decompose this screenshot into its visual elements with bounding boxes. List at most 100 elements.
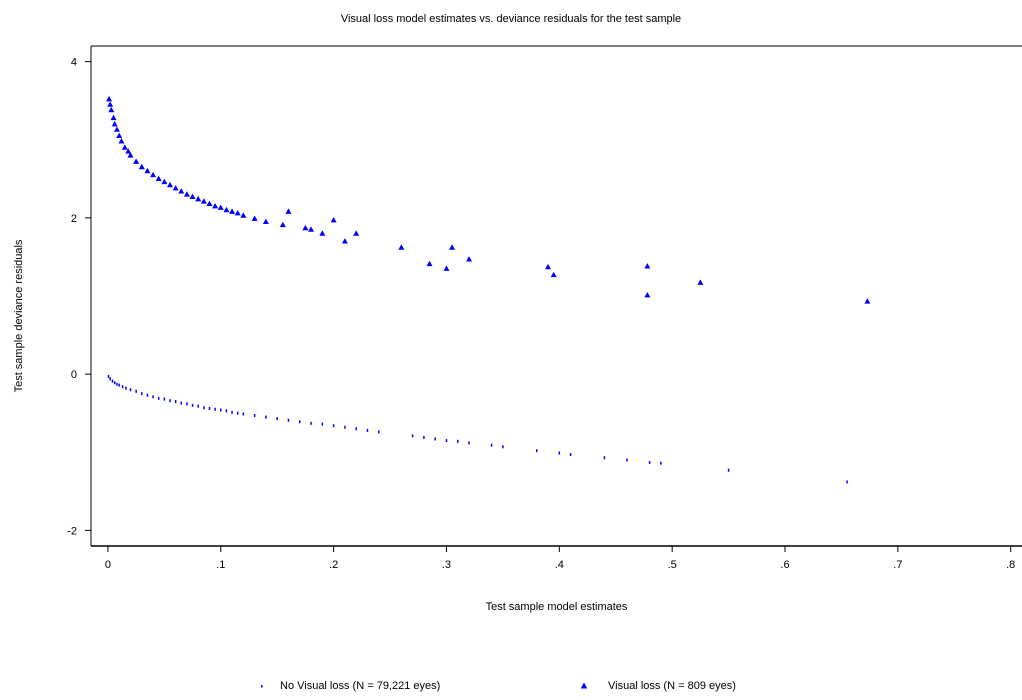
no-visual-loss-point <box>180 401 183 405</box>
visual-loss-point <box>138 163 145 170</box>
no-visual-loss-point <box>603 456 606 460</box>
x-tick-label: .7 <box>893 559 902 571</box>
visual-loss-point <box>550 271 557 278</box>
no-visual-loss-point <box>321 422 324 426</box>
visual-loss-point <box>178 188 185 194</box>
visual-loss-point <box>116 132 123 139</box>
no-visual-loss-point <box>366 428 369 432</box>
plot-frame <box>90 45 1022 547</box>
no-visual-loss-point <box>174 399 177 403</box>
visual-loss-point <box>125 148 132 154</box>
y-tick-label: 2 <box>71 213 77 225</box>
legend: No Visual loss (N = 79,221 eyes) Visual … <box>0 680 1022 700</box>
no-visual-loss-point <box>569 453 572 457</box>
visual-loss-point <box>161 178 168 185</box>
x-tick-label: .8 <box>1006 559 1015 571</box>
x-tick-label: .2 <box>329 559 338 571</box>
y-tick-label: 0 <box>71 369 77 381</box>
no-visual-loss-point <box>299 420 301 424</box>
x-tick-label: .4 <box>555 559 564 571</box>
visual-loss-point <box>319 230 326 236</box>
no-visual-loss-point <box>214 407 216 411</box>
no-visual-loss-point <box>236 411 239 415</box>
no-visual-loss-point <box>191 403 194 407</box>
legend-item-no-visual-loss: No Visual loss (N = 79,221 eyes) <box>252 680 440 692</box>
no-visual-loss-point <box>310 421 312 425</box>
no-visual-loss-point <box>378 430 380 434</box>
visual-loss-point <box>206 200 213 207</box>
no-visual-loss-point <box>113 381 116 385</box>
no-visual-loss-point <box>434 437 436 441</box>
visual-loss-point <box>341 238 348 244</box>
no-visual-loss-point <box>287 418 290 422</box>
no-visual-loss-point <box>253 414 256 418</box>
x-tick-label: .6 <box>780 559 789 571</box>
no-visual-loss-point <box>846 480 848 484</box>
no-visual-loss-point <box>468 441 470 445</box>
visual-loss-point <box>251 215 258 221</box>
visual-loss-point <box>166 181 173 188</box>
series-layer <box>106 95 871 484</box>
no-visual-loss-point <box>265 415 267 419</box>
visual-loss-point <box>113 126 120 132</box>
visual-loss-point <box>223 206 230 213</box>
visual-loss-point <box>644 263 651 269</box>
legend-item-visual-loss: Visual loss (N = 809 eyes) <box>574 680 736 692</box>
visual-loss-point <box>398 244 405 250</box>
triangle-marker-icon <box>574 680 594 692</box>
visual-loss-point <box>200 198 207 204</box>
visual-loss-point <box>195 195 202 202</box>
legend-label: Visual loss (N = 809 eyes) <box>608 680 736 692</box>
no-visual-loss-point <box>332 424 335 428</box>
chart-title: Visual loss model estimates vs. deviance… <box>340 13 682 25</box>
no-visual-loss-point <box>536 449 538 453</box>
no-visual-loss-point <box>355 427 357 431</box>
visual-loss-point <box>545 263 552 270</box>
visual-loss-point <box>217 204 224 210</box>
no-visual-loss-point <box>157 396 160 400</box>
visual-loss-point <box>353 230 360 236</box>
visual-loss-point <box>234 209 241 216</box>
no-visual-loss-point <box>163 397 166 401</box>
no-visual-loss-point <box>116 382 118 386</box>
visual-loss-point <box>285 208 292 214</box>
visual-loss-point <box>133 158 140 164</box>
visual-loss-point <box>150 171 157 178</box>
visual-loss-point <box>262 218 269 224</box>
no-visual-loss-point <box>146 393 149 397</box>
visual-loss-point <box>111 120 118 127</box>
visual-loss-point <box>644 292 651 298</box>
no-visual-loss-point <box>648 460 651 464</box>
visual-loss-point <box>127 152 134 158</box>
no-visual-loss-point <box>141 392 143 396</box>
visual-loss-point <box>118 138 125 144</box>
visual-loss-point <box>443 265 450 271</box>
visual-loss-point <box>107 101 114 107</box>
no-visual-loss-point <box>107 374 110 378</box>
no-visual-loss-point <box>344 425 346 429</box>
x-tick-label: .3 <box>442 559 451 571</box>
no-visual-loss-point <box>626 458 628 462</box>
no-visual-loss-point <box>125 386 127 390</box>
x-axis-label: Test sample model estimates <box>486 601 628 613</box>
no-visual-loss-point <box>197 404 199 408</box>
visual-loss-point <box>110 114 117 121</box>
no-visual-loss-point <box>203 406 205 410</box>
visual-loss-point <box>155 175 162 182</box>
visual-loss-point <box>426 260 433 267</box>
no-visual-loss-point <box>502 445 504 449</box>
visual-loss-point <box>466 256 473 262</box>
no-visual-loss-point <box>411 434 414 438</box>
visual-loss-point <box>183 191 190 197</box>
visual-loss-point <box>106 95 113 102</box>
visual-loss-point <box>449 244 456 250</box>
no-visual-loss-point <box>445 439 448 443</box>
no-visual-loss-point <box>727 468 730 472</box>
no-visual-loss-point <box>558 451 561 455</box>
axes: 0 .1 .2 .3 .4 .5 .6 .7 .8 -2 0 2 4 <box>67 57 1015 571</box>
visual-loss-point <box>308 226 315 232</box>
no-visual-loss-point <box>276 417 278 421</box>
no-visual-loss-point <box>118 383 120 387</box>
x-tick-label: .5 <box>668 559 677 571</box>
no-visual-loss-point <box>109 377 111 381</box>
